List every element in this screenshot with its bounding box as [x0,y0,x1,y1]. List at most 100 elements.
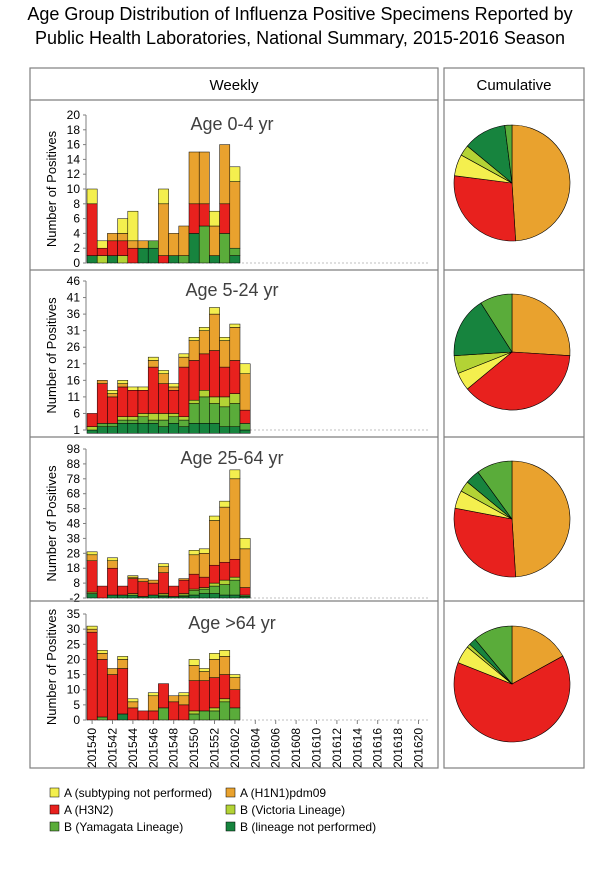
bar-segment-b_notperf [158,426,169,434]
bar-segment-a_h1n1 [198,151,210,205]
x-tick-label: 201602 [228,728,242,768]
y-tick-label: 8 [73,576,80,590]
bar-segment-b_yamagata [209,585,220,594]
bar-segment-b_victoria [188,399,200,404]
bar-segment-b_yamagata [96,423,108,427]
bar-segment-b_victoria [117,255,129,264]
bar-segment-a_unsub [178,353,190,358]
bar-segment-b_victoria [219,396,231,408]
bar-segment-a_unsub [209,307,220,315]
bar-segment-b_yamagata [239,423,251,431]
bar-segment-b_yamagata [188,590,200,596]
bar-segment-b_yamagata [209,710,220,721]
bar-segment-b_yamagata [198,588,210,594]
bar-segment-b_yamagata [198,710,210,721]
x-tick-label: 201550 [187,728,201,768]
bar-segment-a_h3n2 [86,203,98,256]
bar-segment-a_h1n1 [198,553,210,578]
bar-segment-b_notperf [229,426,241,434]
bar-segment-a_h1n1 [117,383,129,388]
bar-segment-b_notperf [147,594,159,599]
bar-segment-a_unsub [158,188,169,205]
bar-segment-b_yamagata [158,707,169,721]
pie-slice-b_yamagata [474,625,513,685]
bar-segment-a_h1n1 [229,677,241,690]
y-tick-label: 46 [67,274,81,288]
bar-segment-a_h3n2 [219,203,231,234]
y-axis-label: Number of Positives [44,465,59,582]
y-tick-label: -2 [69,591,80,605]
bar-segment-a_h3n2 [96,247,108,256]
x-tick-label: 201620 [412,728,426,768]
y-tick-label: 16 [67,138,81,152]
bar-segment-a_h3n2 [127,707,139,721]
bar-segment-a_h3n2 [147,582,159,596]
weekly-frame [29,67,439,769]
legend-swatch-a_h1n1 [225,787,236,798]
x-tick-label: 201616 [371,728,385,768]
bar-segment-a_h3n2 [209,350,220,398]
y-tick-label: 18 [67,123,81,137]
bar-segment-a_h3n2 [107,674,118,721]
x-tick-label: 201614 [350,728,364,768]
bar-segment-a_h1n1 [178,695,190,706]
bar-segment-b_yamagata [147,419,159,424]
bar-segment-a_h3n2 [107,396,118,424]
bar-segment-b_notperf [107,426,118,434]
bar-segment-a_unsub [198,548,210,554]
y-tick-label: 14 [67,152,81,166]
y-tick-label: 20 [67,108,81,122]
bar-segment-a_h1n1 [168,233,180,256]
bar-segment-a_h1n1 [158,203,169,256]
bar-segment-a_h1n1 [209,659,220,678]
bar-segment-b_victoria [219,579,231,585]
x-tick-label: 201610 [310,728,324,768]
bar-segment-a_h1n1 [229,478,241,560]
bar-segment-b_victoria [229,576,241,581]
bar-segment-a_h1n1 [127,240,139,249]
bar-segment-a_h3n2 [117,386,129,418]
bar-segment-b_yamagata [107,423,118,427]
bar-segment-a_h3n2 [127,247,139,264]
bar-segment-a_h3n2 [168,585,180,597]
bar-segment-a_unsub [239,363,251,374]
pie-slice-a_h3n2 [453,507,516,578]
y-tick-label: 20 [67,652,81,666]
bar-segment-a_unsub [107,390,118,394]
bar-segment-b_notperf [107,594,118,599]
y-tick-label: 38 [67,531,81,545]
bar-segment-a_unsub [147,692,159,697]
bar-segment-a_unsub [86,551,98,556]
bar-segment-a_unsub [96,650,108,654]
bar-segment-b_notperf [168,255,180,264]
bar-segment-b_yamagata [229,403,241,427]
bar-segment-b_victoria [127,416,139,421]
bar-segment-b_yamagata [219,233,231,264]
bar-segment-b_yamagata [96,716,108,721]
bar-segment-a_unsub [239,538,251,550]
pie-slice-b_notperf [453,302,513,356]
bar-segment-a_h3n2 [209,564,220,584]
bar-segment-a_h1n1 [239,548,251,588]
y-tick-label: 6 [73,406,80,420]
bar-segment-a_h3n2 [219,674,231,700]
bar-segment-a_h1n1 [117,659,129,669]
bar-segment-a_h3n2 [158,572,169,594]
panel-title: Age 0-4 yr [190,114,273,134]
bar-segment-b_victoria [219,698,231,703]
legend-swatch-b_victoria [225,804,236,815]
pie-slice-a_h1n1 [511,460,571,578]
bar-segment-b_yamagata [137,416,149,424]
bar-segment-a_h1n1 [168,386,180,391]
pie-slice-a_h1n1 [511,293,571,356]
legend-label-a_unsub: A (subtyping not performed) [64,786,212,800]
y-tick-label: 68 [67,487,81,501]
bar-segment-b_notperf [229,594,241,599]
pie-slice-b_yamagata [504,124,513,184]
bar-segment-a_unsub [127,386,139,391]
bar-segment-a_h1n1 [168,695,180,703]
bar-segment-b_notperf [188,594,200,599]
bar-segment-a_h1n1 [158,373,169,384]
bar-segment-a_h1n1 [219,506,231,563]
